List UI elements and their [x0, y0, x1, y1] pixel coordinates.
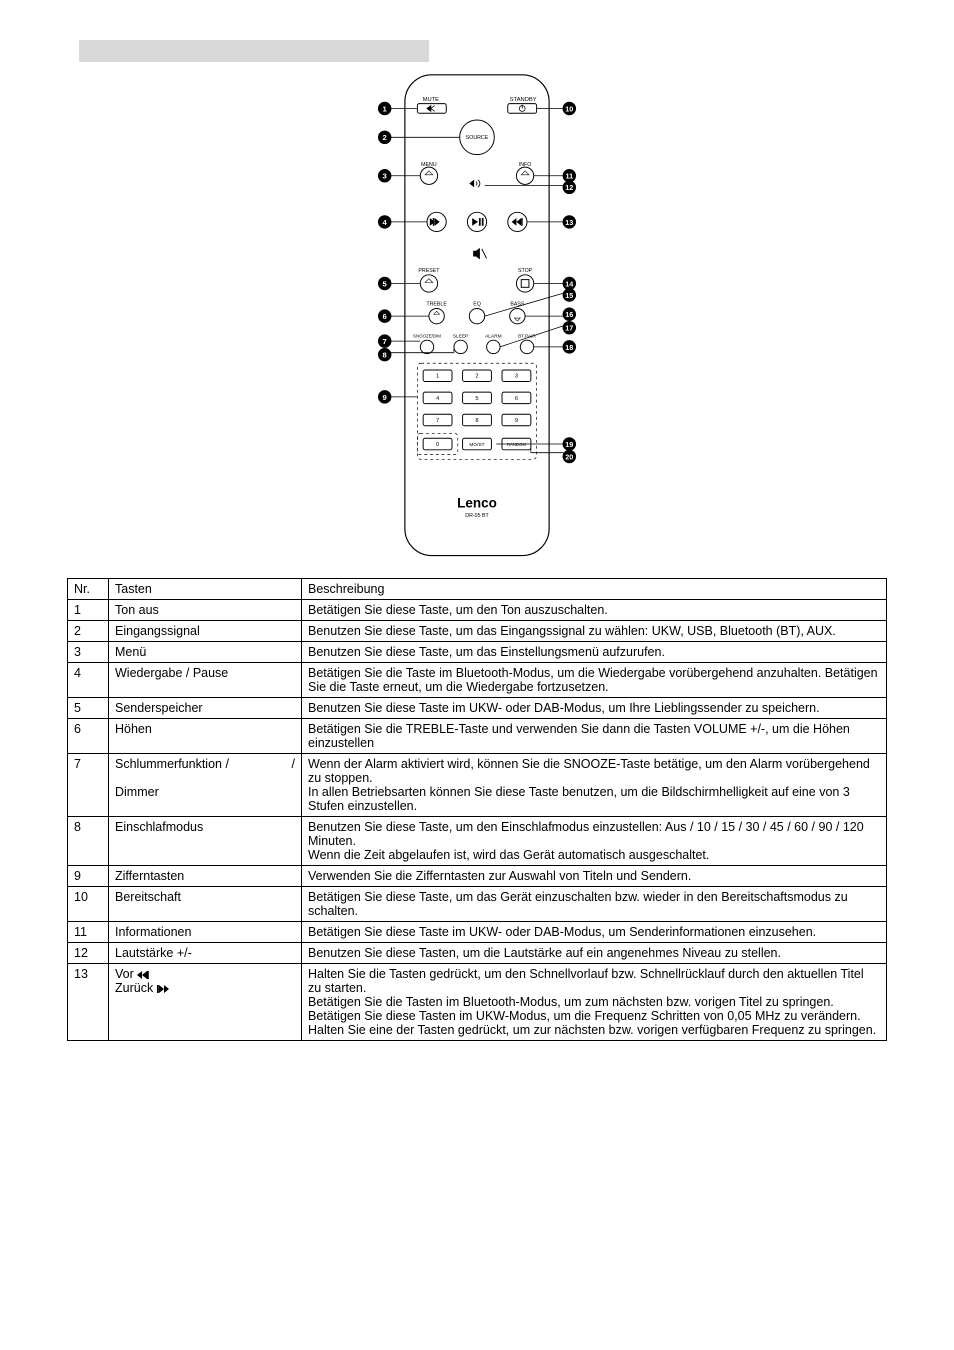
next-icon	[137, 970, 153, 980]
callout-20: 20	[565, 452, 573, 461]
table-row: 4 Wiedergabe / Pause Betätigen Sie die T…	[68, 663, 887, 698]
label-stop: STOP	[518, 268, 533, 274]
desc-13: Halten Sie die Tasten gedrückt, um den S…	[302, 964, 887, 1041]
callout-9: 9	[383, 393, 387, 402]
table-row: 12 Lautstärke +/- Benutzen Sie diese Tas…	[68, 943, 887, 964]
label-snooze: SNOOZE/DIM	[413, 333, 441, 338]
table-row: 6 Höhen Betätigen Sie die TREBLE-Taste u…	[68, 719, 887, 754]
table-row: 13 Vor Zurück Halten Sie die Tasten gedr…	[68, 964, 887, 1041]
label-random: RANDOM	[507, 442, 527, 447]
label-alarm: ALARM	[485, 333, 502, 339]
callout-5: 5	[383, 279, 388, 288]
callout-1: 1	[383, 104, 388, 113]
desc-8: Benutzen Sie diese Taste, um den Einschl…	[302, 817, 887, 866]
remote-diagram: MUTE STANDBY SOURCE MENU INFO	[352, 70, 602, 560]
table-row: 1 Ton aus Betätigen Sie diese Taste, um …	[68, 600, 887, 621]
label-btpair: BT.PAIR	[518, 333, 536, 339]
callout-14: 14	[565, 279, 573, 288]
callout-3: 3	[383, 172, 387, 181]
callout-12: 12	[565, 183, 573, 192]
table-row: 5 Senderspeicher Benutzen Sie diese Tast…	[68, 698, 887, 719]
label-sleep: SLEEP	[453, 333, 468, 339]
svg-text:2: 2	[475, 374, 478, 380]
callout-6: 6	[383, 312, 387, 321]
svg-text:5: 5	[475, 396, 478, 402]
model-label: DR-05 BT	[465, 513, 489, 519]
section-header-bar	[79, 40, 429, 62]
desc-7: Wenn der Alarm aktiviert wird, können Si…	[302, 754, 887, 817]
label-eq: EQ	[473, 302, 481, 308]
label-mute: MUTE	[423, 97, 439, 103]
table-row: 10 Bereitschaft Betätigen Sie diese Tast…	[68, 887, 887, 922]
callout-15: 15	[565, 291, 573, 300]
th-beschreibung: Beschreibung	[302, 579, 887, 600]
callout-7: 7	[383, 337, 387, 346]
svg-text:0: 0	[436, 442, 439, 448]
svg-text:7: 7	[436, 418, 439, 424]
callout-13: 13	[565, 218, 573, 227]
prev-icon	[157, 984, 173, 994]
svg-text:6: 6	[515, 396, 518, 402]
table-header-row: Nr. Tasten Beschreibung	[68, 579, 887, 600]
description-table: Nr. Tasten Beschreibung 1 Ton aus Betäti…	[67, 578, 887, 1041]
callout-2: 2	[383, 133, 387, 142]
label-most: MO/ST	[469, 442, 484, 448]
table-row: 8 Einschlafmodus Benutzen Sie diese Tast…	[68, 817, 887, 866]
callout-4: 4	[383, 218, 388, 227]
svg-text:8: 8	[475, 418, 478, 424]
label-source: SOURCE	[466, 135, 489, 141]
th-tasten: Tasten	[109, 579, 302, 600]
table-row: 11 Informationen Betätigen Sie diese Tas…	[68, 922, 887, 943]
th-nr: Nr.	[68, 579, 109, 600]
label-treble: TREBLE	[426, 302, 447, 308]
callout-11: 11	[565, 172, 573, 181]
brand-logo: Lenco	[457, 495, 497, 510]
label-preset: PRESET	[418, 268, 440, 274]
table-row: 2 Eingangssignal Benutzen Sie diese Tast…	[68, 621, 887, 642]
svg-text:3: 3	[515, 374, 518, 380]
label-standby: STANDBY	[510, 97, 537, 103]
svg-text:1: 1	[436, 374, 439, 380]
page-root: MUTE STANDBY SOURCE MENU INFO	[67, 40, 887, 1041]
table-row: 9 Zifferntasten Verwenden Sie die Ziffer…	[68, 866, 887, 887]
callout-10: 10	[565, 104, 573, 113]
remote-diagram-wrap: MUTE STANDBY SOURCE MENU INFO	[67, 70, 887, 560]
callout-19: 19	[565, 440, 573, 449]
callout-17: 17	[565, 324, 573, 333]
callout-8: 8	[383, 350, 388, 359]
callout-16: 16	[565, 310, 573, 319]
table-row: 7 Schlummerfunktion // Dimmer Wenn der A…	[68, 754, 887, 817]
callout-18: 18	[565, 343, 573, 352]
svg-text:9: 9	[515, 418, 518, 424]
table-row: 3 Menü Benutzen Sie diese Taste, um das …	[68, 642, 887, 663]
